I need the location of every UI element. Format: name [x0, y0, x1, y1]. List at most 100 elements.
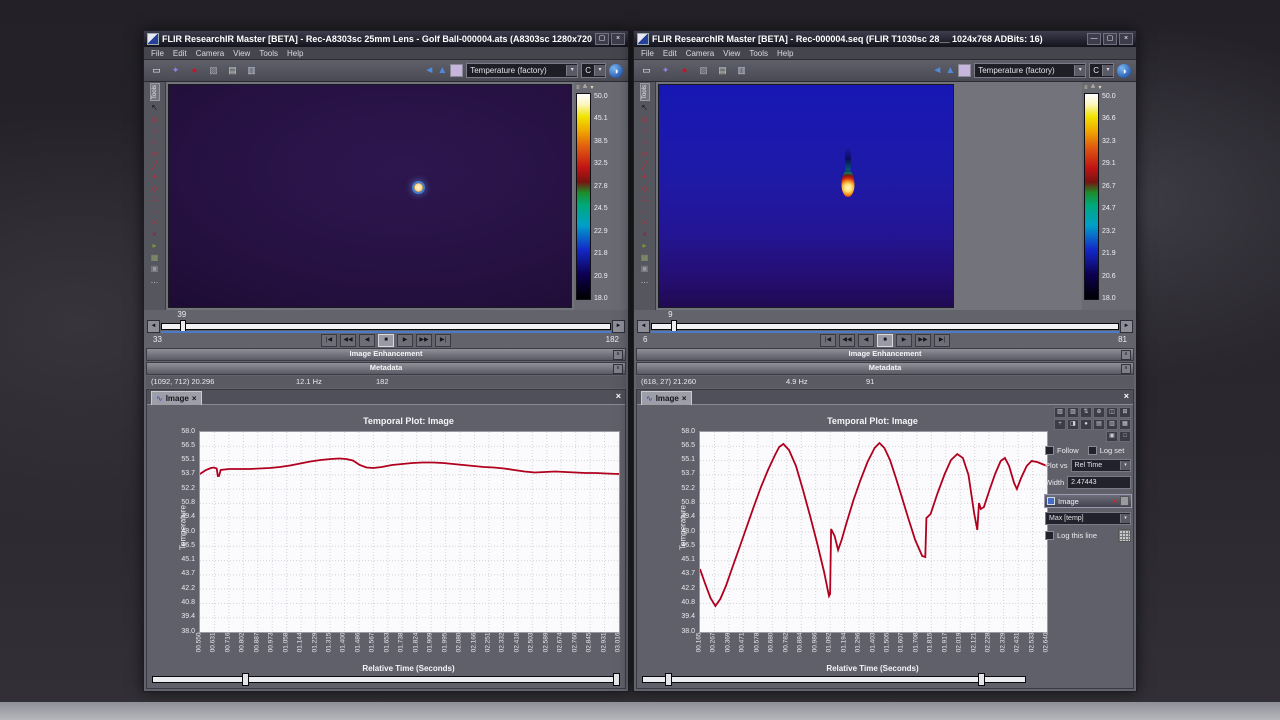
- plot-cursor-icon[interactable]: +: [1054, 419, 1066, 430]
- range-handle-right[interactable]: [613, 673, 620, 686]
- delete-all-roi-icon[interactable]: ×: [152, 229, 157, 239]
- chevron-down-icon[interactable]: ▾: [566, 65, 578, 76]
- metadata-panel[interactable]: Metadata ∨: [146, 362, 626, 375]
- image-stack-icon[interactable]: ▤: [228, 65, 237, 75]
- snapshot-icon[interactable]: ▧: [209, 65, 218, 75]
- rotate-roi-icon[interactable]: ·: [153, 206, 156, 216]
- crosshair-icon[interactable]: ✦: [661, 65, 670, 75]
- minimize-button[interactable]: —: [1087, 33, 1101, 45]
- series-dropdown[interactable]: Max [temp] ▾: [1045, 512, 1131, 525]
- maximize-button[interactable]: ▢: [595, 33, 609, 45]
- flip-vertical-icon[interactable]: ▲: [945, 65, 956, 76]
- plot-copy-icon[interactable]: ◨: [1067, 419, 1079, 430]
- delete-all-roi-icon[interactable]: ×: [642, 229, 647, 239]
- snapshot-icon[interactable]: ▧: [699, 65, 708, 75]
- plot-table-icon[interactable]: ▣: [1106, 431, 1118, 442]
- chevron-down-icon[interactable]: ▾: [1120, 514, 1130, 523]
- histogram-icon[interactable]: ◑: [1117, 63, 1131, 78]
- roi-cross-icon[interactable]: +: [642, 172, 647, 182]
- crosshair-icon[interactable]: ✦: [171, 65, 180, 75]
- record-icon[interactable]: ●: [191, 65, 198, 75]
- log-this-line-checkbox[interactable]: [1045, 531, 1054, 540]
- scale-menu-icon[interactable]: ▾: [590, 85, 594, 91]
- cursor-tool-icon[interactable]: ↖: [151, 103, 158, 113]
- data-table-icon[interactable]: [1118, 529, 1131, 542]
- plot-fit-icon[interactable]: ⊕: [1093, 407, 1105, 418]
- roi-curve-icon[interactable]: ~: [152, 137, 157, 147]
- flip-horizontal-icon[interactable]: ◄: [932, 65, 943, 76]
- image-tool2-icon[interactable]: ▣: [150, 264, 159, 274]
- menu-edit[interactable]: Edit: [662, 48, 677, 58]
- fast-forward-button[interactable]: ▶▶: [416, 334, 432, 347]
- tab-image[interactable]: ∿ Image ×: [151, 391, 202, 405]
- more-tools-button[interactable]: …: [640, 275, 649, 285]
- plot-clear-icon[interactable]: □: [1119, 431, 1131, 442]
- chevron-down-icon[interactable]: ▾: [594, 65, 605, 76]
- spot-meter-icon[interactable]: ∴: [641, 195, 648, 205]
- step-back-button[interactable]: ◀: [359, 334, 375, 347]
- layer-options-button[interactable]: [1120, 496, 1129, 506]
- histogram-icon[interactable]: ◑: [609, 63, 623, 78]
- roi-rect-icon[interactable]: □: [642, 114, 647, 124]
- menu-camera[interactable]: Camera: [685, 48, 715, 58]
- menu-help[interactable]: Help: [287, 48, 304, 58]
- frame-slider-track[interactable]: [651, 323, 1119, 330]
- roi-polygon-icon[interactable]: ▱: [641, 149, 648, 159]
- record-icon[interactable]: ●: [681, 65, 688, 75]
- plot-panel-close-icon[interactable]: ×: [1123, 391, 1129, 401]
- menu-tools[interactable]: Tools: [259, 48, 279, 58]
- roi-ellipse-icon[interactable]: ○: [152, 126, 157, 136]
- range-handle-right[interactable]: [978, 673, 986, 686]
- titlebar[interactable]: FLIR ResearchIR Master [BETA] - Rec-0000…: [634, 31, 1136, 47]
- collapse-chevron-icon[interactable]: ∧: [1121, 350, 1131, 360]
- chevron-down-icon[interactable]: ▾: [1074, 65, 1086, 76]
- colormap-dropdown[interactable]: Temperature (factory) ▾: [466, 63, 579, 78]
- image-enhancement-panel[interactable]: Image Enhancement ∧: [636, 348, 1134, 361]
- play-button[interactable]: ▶: [896, 334, 912, 347]
- go-first-button[interactable]: |◀: [820, 334, 836, 347]
- frame-back-button[interactable]: ◄: [147, 320, 160, 333]
- cursor-tool-icon[interactable]: ↖: [641, 103, 648, 113]
- roi-curve-icon[interactable]: ~: [642, 137, 647, 147]
- plot-panel-close-icon[interactable]: ×: [615, 391, 621, 401]
- roi-ellipse-icon[interactable]: ○: [642, 126, 647, 136]
- roi-line-icon[interactable]: ╱: [152, 160, 157, 170]
- collapse-chevron-icon[interactable]: ∨: [613, 364, 623, 374]
- palette-swatch[interactable]: [958, 64, 972, 77]
- plot-save-icon[interactable]: ▦: [1119, 419, 1131, 430]
- titlebar[interactable]: FLIR ResearchIR Master [BETA] - Rec-A830…: [144, 31, 628, 47]
- tools-tab[interactable]: Tools: [639, 83, 650, 102]
- thermal-image[interactable]: [168, 84, 572, 308]
- scale-auto-icon[interactable]: ≛: [582, 85, 588, 91]
- image-tool-icon[interactable]: ▦: [150, 252, 159, 262]
- unit-dropdown[interactable]: C ▾: [1089, 63, 1114, 78]
- spot-meter-icon[interactable]: ∴: [151, 195, 158, 205]
- chevron-down-icon[interactable]: ▾: [1120, 461, 1130, 470]
- scale-settings-icon[interactable]: ≡: [1084, 85, 1088, 91]
- rotate-roi-icon[interactable]: ·: [643, 206, 646, 216]
- menu-tools[interactable]: Tools: [749, 48, 769, 58]
- close-button[interactable]: ×: [611, 33, 625, 45]
- flip-horizontal-icon[interactable]: ◄: [424, 65, 435, 76]
- export-frames-icon[interactable]: ▥: [737, 65, 746, 75]
- image-tool-icon[interactable]: ▦: [640, 252, 649, 262]
- chevron-down-icon[interactable]: ▾: [1102, 65, 1113, 76]
- tab-close-icon[interactable]: ×: [191, 394, 197, 403]
- go-last-button[interactable]: ▶|: [934, 334, 950, 347]
- frame-slider[interactable]: ◄ ►: [637, 319, 1133, 333]
- tab-close-icon[interactable]: ×: [681, 394, 687, 403]
- rewind-button[interactable]: ◀◀: [839, 334, 855, 347]
- roi-cross-icon[interactable]: +: [152, 172, 157, 182]
- image-enhancement-panel[interactable]: Image Enhancement ∧: [146, 348, 626, 361]
- menu-view[interactable]: View: [233, 48, 251, 58]
- plot-add-icon[interactable]: ⊞: [1119, 407, 1131, 418]
- scale-menu-icon[interactable]: ▾: [1098, 85, 1102, 91]
- plot-pan-icon[interactable]: ⇅: [1080, 407, 1092, 418]
- temperature-colorbar[interactable]: [576, 93, 591, 300]
- roi-diamond-icon[interactable]: ◇: [151, 183, 158, 193]
- image-layer-bar[interactable]: Image ×: [1044, 494, 1132, 508]
- unit-dropdown[interactable]: C ▾: [581, 63, 606, 78]
- step-back-button[interactable]: ◀: [858, 334, 874, 347]
- menu-view[interactable]: View: [723, 48, 741, 58]
- menu-camera[interactable]: Camera: [195, 48, 225, 58]
